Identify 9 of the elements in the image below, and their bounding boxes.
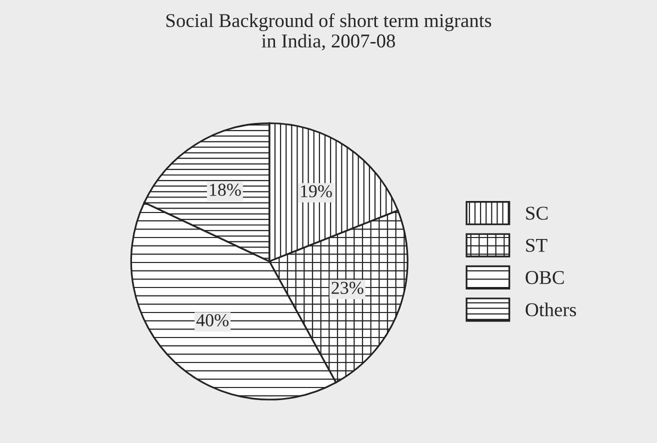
legend-label: Others <box>526 302 576 316</box>
legend-label: ST <box>526 238 548 252</box>
chart-title: Social Background of short term migrants in India, 2007-08 <box>166 13 492 50</box>
data-label: 19% <box>301 185 332 198</box>
data-label: 18% <box>210 184 241 196</box>
data-label: 40% <box>196 314 229 326</box>
legend-label: SC <box>526 206 548 220</box>
data-label: 23% <box>332 282 364 294</box>
legend-label: OBC <box>526 271 564 284</box>
